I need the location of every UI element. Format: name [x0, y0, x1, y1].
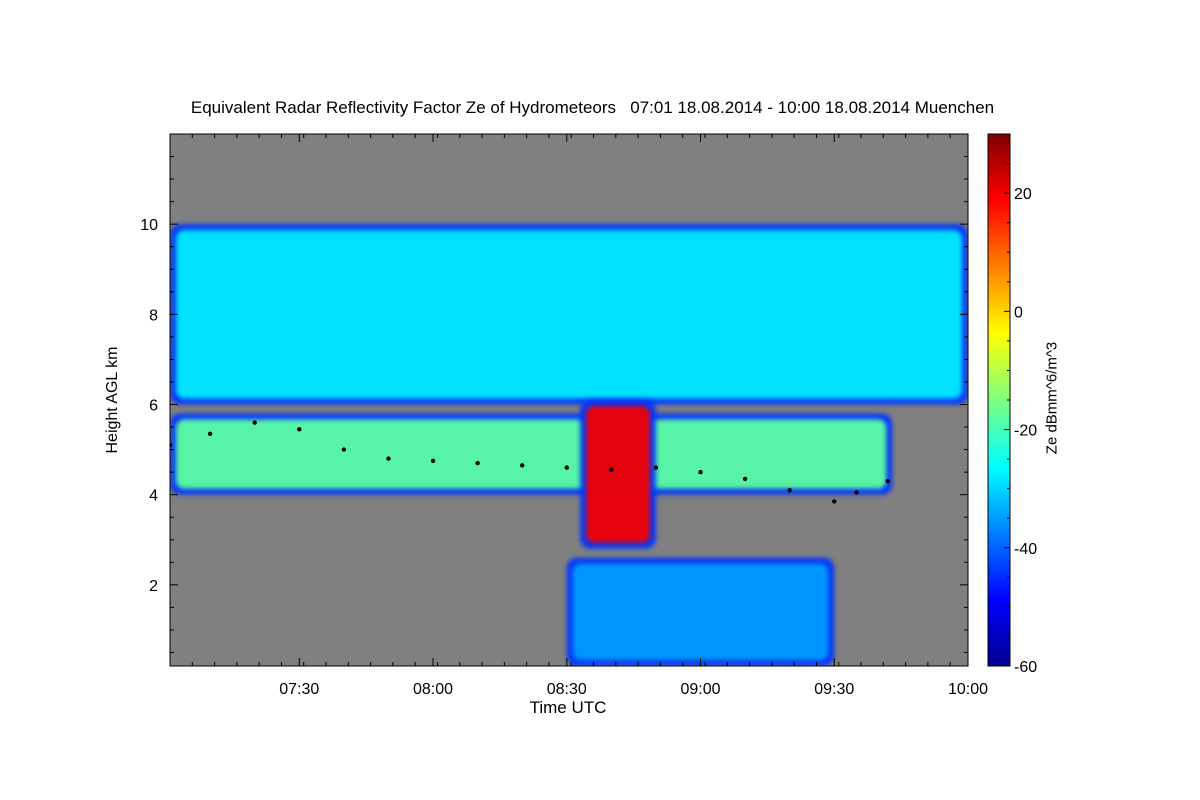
chart-title: Equivalent Radar Reflectivity Factor Ze … — [190, 98, 995, 117]
melting-layer-point — [207, 431, 213, 437]
melting-layer-point — [698, 469, 703, 475]
y-tick-label: 6 — [149, 398, 158, 415]
x-tick-label: 10:00 — [948, 681, 988, 698]
x-tick-label: 07:30 — [279, 681, 319, 698]
melting-layer-point — [787, 487, 792, 493]
melting-layer-point — [386, 456, 391, 461]
region-melting-layer-band — [176, 419, 887, 489]
melting-layer-point — [609, 467, 614, 473]
colorbar-axis: -60 -40 -20 0 20 — [1004, 163, 1037, 676]
melting-layer-point — [430, 458, 436, 464]
melting-layer-point — [252, 420, 257, 425]
melting-layer-point — [885, 478, 890, 484]
melting-layer-markers — [170, 420, 890, 504]
y-axis-label: Height AGL km — [104, 346, 121, 454]
y-tick-label: 4 — [149, 488, 158, 505]
colorbar-tick-label: 0 — [1014, 304, 1023, 321]
melting-layer-point — [297, 427, 302, 432]
x-axis-label: Time UTC — [529, 698, 607, 717]
melting-layer-point — [742, 476, 748, 482]
colorbar-tick-label: -40 — [1014, 541, 1037, 558]
region-convective-core — [586, 406, 650, 543]
x-tick-label: 08:00 — [413, 681, 453, 698]
melting-layer-point — [170, 442, 173, 448]
colorbar-tick-label: -20 — [1014, 423, 1037, 440]
melting-layer-point — [653, 465, 659, 470]
colorbar — [987, 133, 1011, 667]
colorbar-tick-label: 20 — [1014, 186, 1032, 203]
reflectivity-regions — [170, 224, 968, 666]
axes: 07:30 08:00 08:30 09:00 09:30 10:00 2 4 6 8 10 — [140, 134, 988, 698]
melting-layer-point — [519, 463, 525, 468]
region-cirrus-layer — [176, 230, 962, 399]
colorbar-label: Ze dBmm^6/m^3 — [1043, 341, 1061, 455]
x-tick-label: 09:00 — [680, 681, 720, 698]
y-tick-label: 2 — [149, 578, 158, 595]
y-tick-label: 8 — [149, 307, 158, 324]
melting-layer-point — [832, 499, 837, 504]
y-tick-label: 10 — [140, 217, 158, 234]
melting-layer-point — [564, 465, 569, 470]
plot-frame — [169, 133, 969, 667]
colorbar-tick-label: -60 — [1014, 659, 1037, 676]
melting-layer-point — [341, 447, 347, 452]
region-precipitation-streaks — [572, 563, 829, 660]
melting-layer-point — [475, 460, 480, 466]
x-tick-label: 09:30 — [814, 681, 854, 698]
x-tick-label: 08:30 — [547, 681, 587, 698]
melting-layer-point — [854, 490, 859, 495]
